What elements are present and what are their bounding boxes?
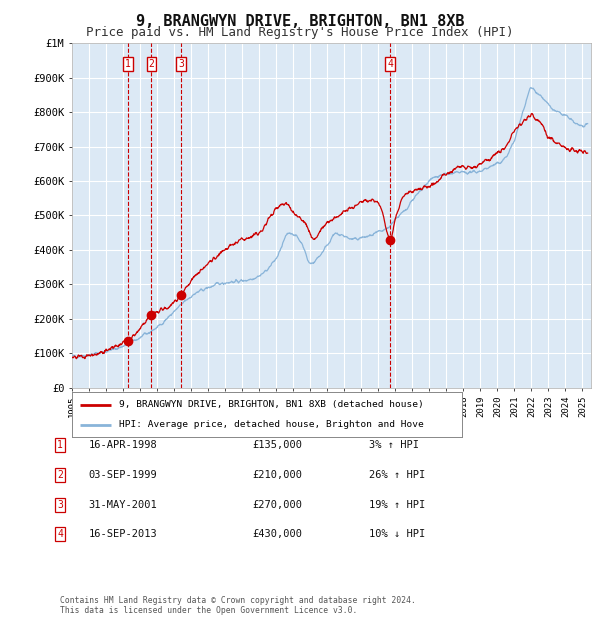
Text: 4: 4 [57,529,63,539]
Text: 3% ↑ HPI: 3% ↑ HPI [369,440,419,450]
Text: HPI: Average price, detached house, Brighton and Hove: HPI: Average price, detached house, Brig… [119,420,424,429]
Text: Contains HM Land Registry data © Crown copyright and database right 2024.
This d: Contains HM Land Registry data © Crown c… [60,596,416,615]
Text: 31-MAY-2001: 31-MAY-2001 [89,500,158,510]
Text: 1: 1 [57,440,63,450]
Text: 16-SEP-2013: 16-SEP-2013 [89,529,158,539]
Text: 1: 1 [125,59,131,69]
Text: 10% ↓ HPI: 10% ↓ HPI [369,529,425,539]
Text: £430,000: £430,000 [252,529,302,539]
Text: 3: 3 [178,59,184,69]
Text: £210,000: £210,000 [252,470,302,480]
Text: 26% ↑ HPI: 26% ↑ HPI [369,470,425,480]
Text: 3: 3 [57,500,63,510]
Text: £270,000: £270,000 [252,500,302,510]
Text: 16-APR-1998: 16-APR-1998 [89,440,158,450]
Text: 4: 4 [388,59,394,69]
Text: 19% ↑ HPI: 19% ↑ HPI [369,500,425,510]
Text: 03-SEP-1999: 03-SEP-1999 [89,470,158,480]
Text: 9, BRANGWYN DRIVE, BRIGHTON, BN1 8XB (detached house): 9, BRANGWYN DRIVE, BRIGHTON, BN1 8XB (de… [119,401,424,409]
Text: Price paid vs. HM Land Registry's House Price Index (HPI): Price paid vs. HM Land Registry's House … [86,26,514,39]
Text: 9, BRANGWYN DRIVE, BRIGHTON, BN1 8XB: 9, BRANGWYN DRIVE, BRIGHTON, BN1 8XB [136,14,464,29]
Text: 2: 2 [57,470,63,480]
Text: 2: 2 [149,59,154,69]
Text: £135,000: £135,000 [252,440,302,450]
